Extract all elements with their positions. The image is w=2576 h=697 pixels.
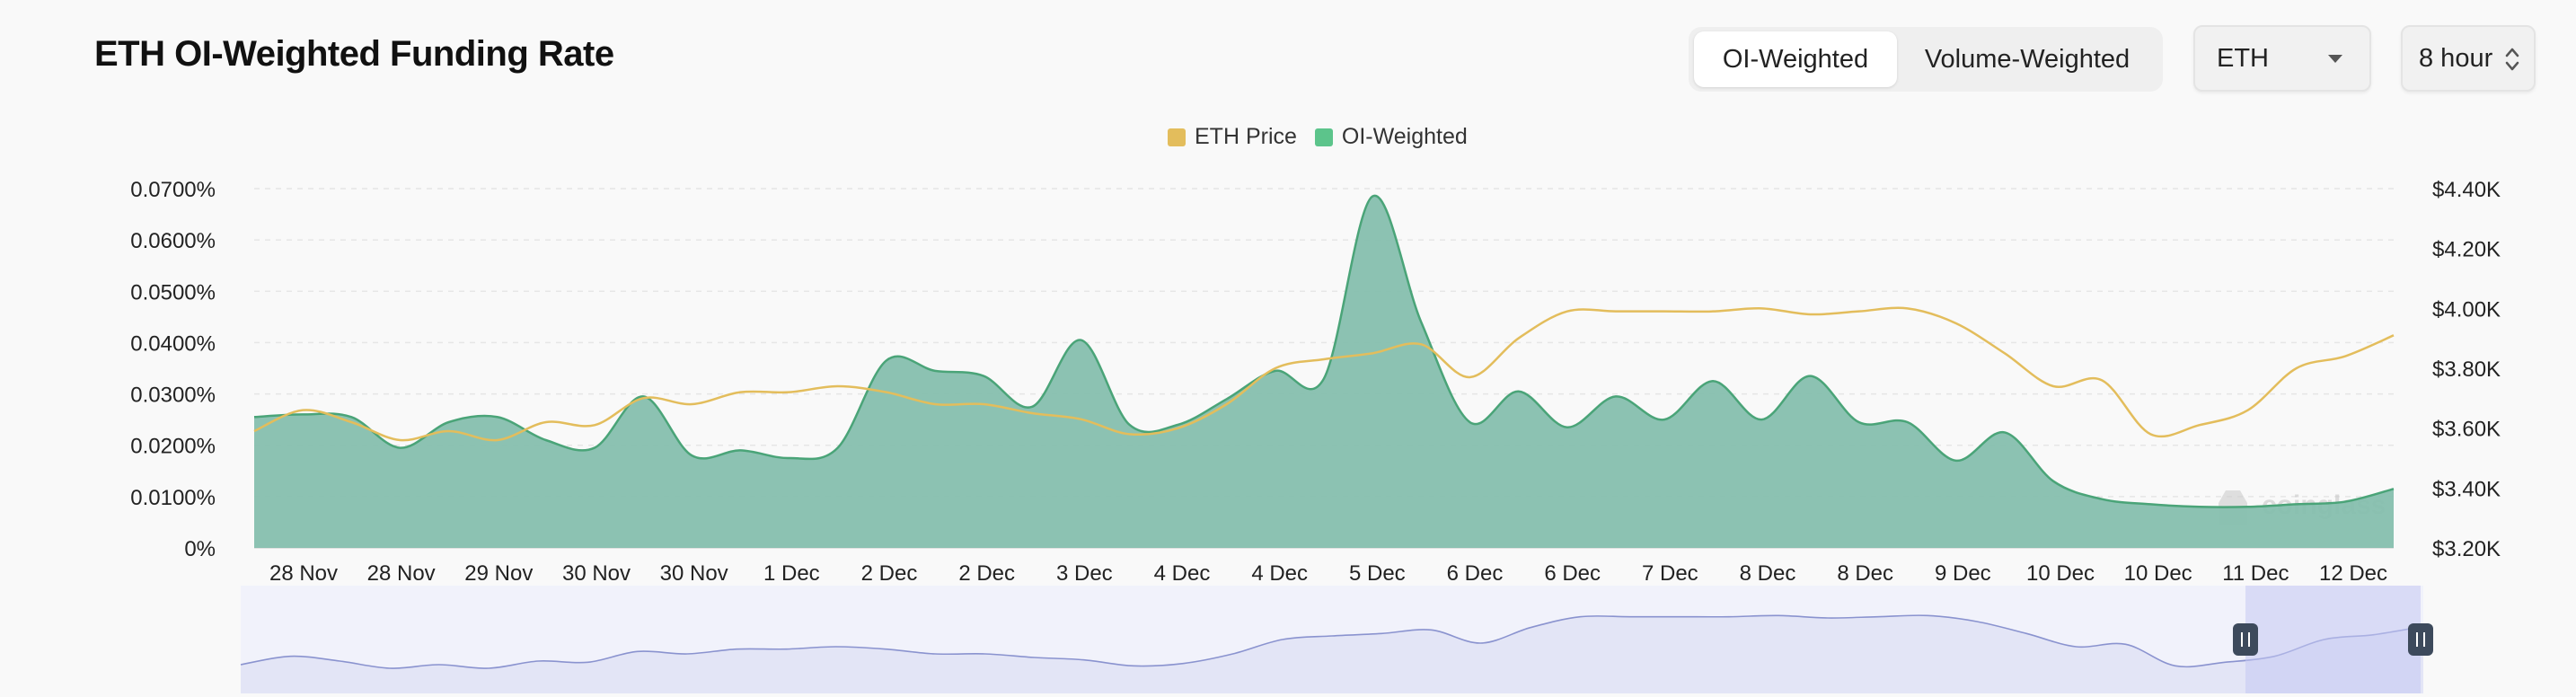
coinglass-watermark: coinglass [2219, 490, 2386, 525]
y-right-tick-label: $4.20K [2432, 238, 2501, 262]
y-left-tick-label: 0.0300% [130, 384, 216, 408]
legend-swatch [1168, 128, 1186, 146]
x-tick-label: 6 Dec [1544, 561, 1601, 586]
legend-label: OI-Weighted [1341, 124, 1468, 149]
page-title: ETH OI-Weighted Funding Rate [94, 34, 614, 74]
y-right-tick-label: $4.40K [2432, 178, 2501, 202]
y-right-tick-label: $3.80K [2432, 357, 2501, 382]
range-navigator [240, 586, 2433, 693]
x-tick-label: 30 Nov [562, 561, 631, 586]
x-tick-label: 12 Dec [2319, 561, 2387, 586]
legend-swatch [1314, 128, 1333, 146]
oi-weighted-area [254, 195, 2394, 549]
x-tick-label: 2 Dec [861, 561, 918, 586]
x-tick-label: 8 Dec [1837, 561, 1893, 586]
x-tick-label: 4 Dec [1251, 561, 1308, 586]
x-tick-label: 10 Dec [2124, 561, 2192, 586]
x-tick-label: 10 Dec [2026, 561, 2095, 586]
y-left-tick-label: 0.0500% [130, 280, 216, 304]
x-tick-label: 29 Nov [464, 561, 533, 586]
svg-text:coinglass: coinglass [2262, 490, 2386, 520]
interval-select[interactable]: 8 hour [2401, 25, 2536, 92]
y-left-tick-label: 0.0600% [130, 229, 216, 253]
asset-select[interactable]: ETH [2193, 25, 2371, 92]
y-left-tick-label: 0% [184, 537, 216, 561]
asset-select-value: ETH [2217, 43, 2269, 73]
y-axis-left: 0% 0.0100% 0.0200% 0.0300% 0.0400% 0.0500% 0.0… [130, 178, 216, 561]
x-tick-label: 2 Dec [958, 561, 1015, 586]
y-right-tick-label: $3.60K [2432, 418, 2501, 442]
weighting-toggle: OI-Weighted Volume-Weighted [1689, 27, 2163, 92]
legend-label: ETH Price [1195, 124, 1297, 149]
x-tick-label: 8 Dec [1740, 561, 1796, 586]
chart-grid [254, 188, 2394, 549]
eth-price-line [253, 306, 2395, 442]
y-right-tick-label: $3.40K [2432, 477, 2501, 501]
chevron-down-icon [2328, 55, 2342, 63]
chart-legend: ETH Price OI-Weighted [1168, 124, 1486, 150]
navigator-background [241, 586, 2423, 693]
pause-grip-icon[interactable] [2233, 623, 2258, 656]
x-tick-label: 6 Dec [1447, 561, 1504, 586]
tab-oi-weighted[interactable]: OI-Weighted [1694, 31, 1897, 87]
x-tick-label: 30 Nov [660, 561, 728, 586]
x-tick-label: 9 Dec [1935, 561, 1991, 586]
interval-select-value: 8 hour [2419, 43, 2493, 73]
oi-weighted-series [253, 194, 2395, 549]
navigator-selection [2245, 586, 2421, 693]
x-tick-label: 28 Nov [269, 561, 338, 586]
navigator-handle [2233, 623, 2258, 656]
up-down-icon [2505, 48, 2519, 71]
x-tick-label: 28 Nov [367, 561, 436, 586]
pause-grip-icon[interactable] [2408, 623, 2433, 656]
navigator-handle [2408, 623, 2433, 656]
y-right-tick-label: $4.00K [2432, 297, 2501, 322]
x-tick-label: 3 Dec [1056, 561, 1113, 586]
tab-volume-weighted[interactable]: Volume-Weighted [1924, 44, 2130, 74]
y-left-tick-label: 0.0200% [130, 435, 216, 459]
x-tick-label: 7 Dec [1642, 561, 1698, 586]
x-tick-label: 1 Dec [763, 561, 820, 586]
navigator-area [241, 615, 2423, 693]
x-tick-label: 5 Dec [1349, 561, 1406, 586]
y-left-tick-label: 0.0400% [130, 331, 216, 356]
y-left-tick-label: 0.0700% [130, 178, 216, 202]
navigator-line [240, 614, 2424, 669]
legend-item-oi-weighted[interactable]: OI-Weighted [1314, 124, 1468, 150]
y-right-tick-label: $3.20K [2432, 537, 2501, 561]
x-tick-label: 4 Dec [1154, 561, 1211, 586]
x-tick-label: 11 Dec [2222, 561, 2289, 586]
x-axis: 28 Nov 28 Nov 29 Nov 30 Nov 30 Nov 1 Dec 2 Dec… [269, 561, 2387, 586]
oi-weighted-line [253, 194, 2395, 508]
eth-price-series [253, 306, 2395, 442]
y-left-tick-label: 0.0100% [130, 486, 216, 510]
legend-item-eth-price[interactable]: ETH Price [1168, 124, 1297, 150]
y-axis-right: $3.20K $3.40K $3.60K $3.80K $4.00K $4.20K $4.4… [2432, 178, 2501, 561]
